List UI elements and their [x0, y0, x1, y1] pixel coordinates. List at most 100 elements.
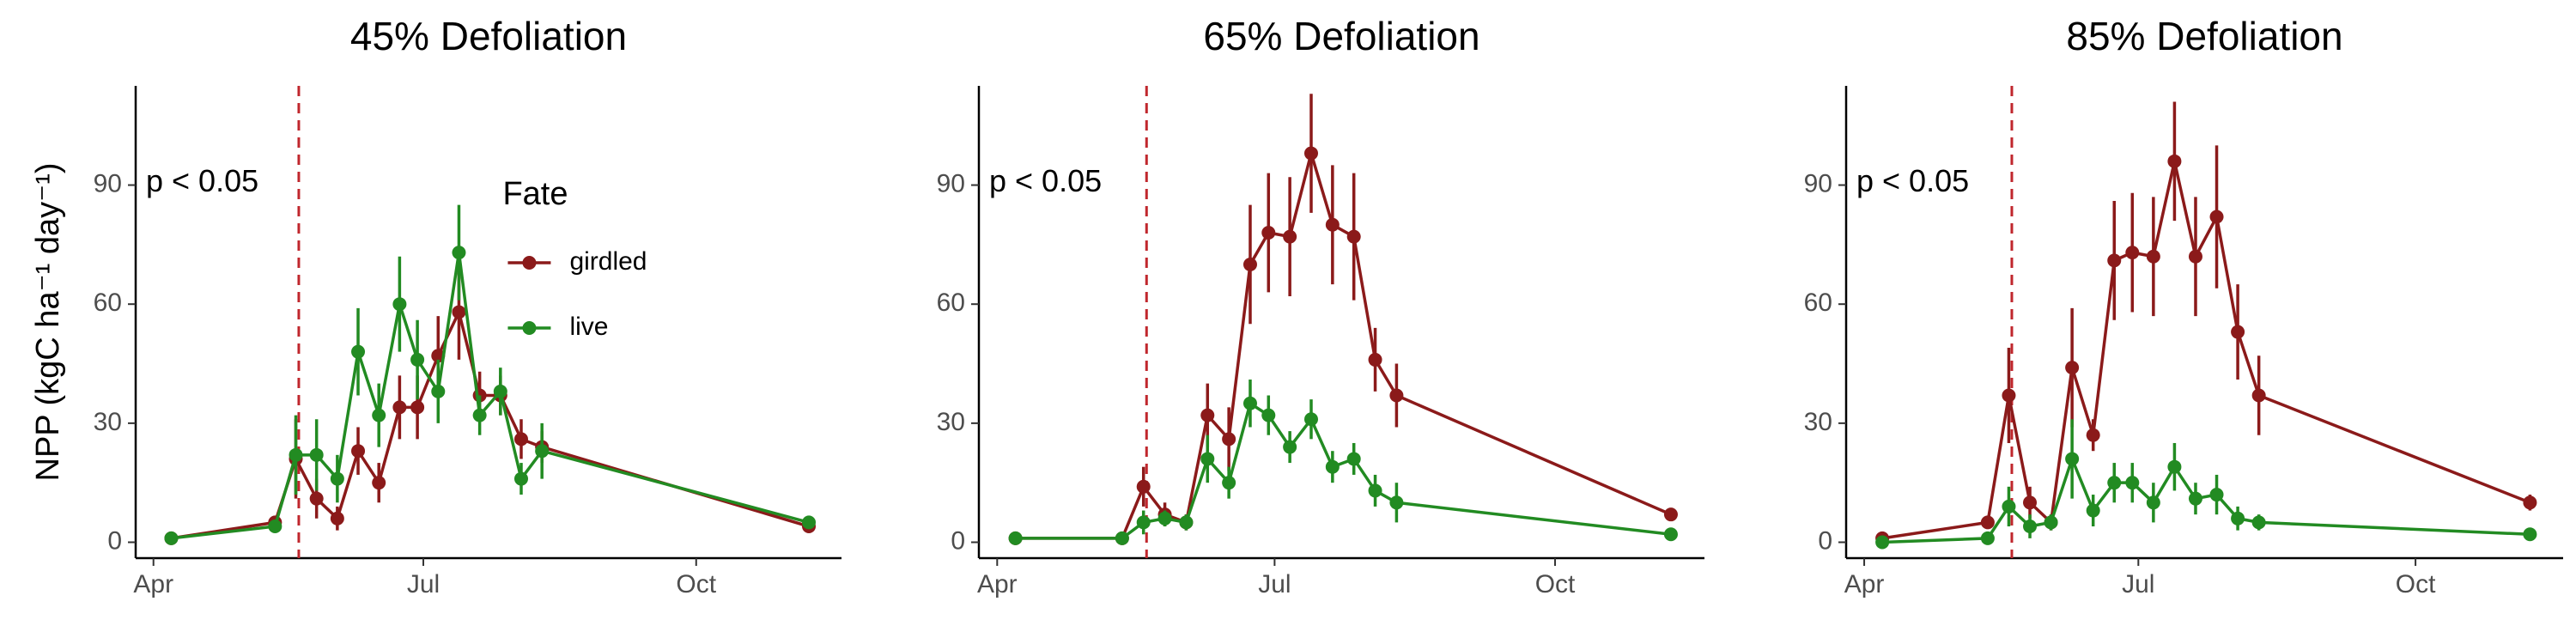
point — [1283, 440, 1297, 454]
y-tick-label: 30 — [937, 408, 965, 436]
series-line — [1015, 400, 1672, 540]
x-tick-label: Jul — [407, 570, 440, 598]
point — [2251, 515, 2266, 530]
point — [2231, 325, 2245, 339]
point — [1115, 531, 1129, 545]
panel-title: 85% Defoliation — [2066, 14, 2342, 58]
x-tick-label: Jul — [2122, 570, 2154, 598]
point — [2125, 476, 2140, 490]
point — [410, 352, 425, 367]
y-tick-label: 0 — [107, 526, 122, 555]
point — [2523, 527, 2537, 542]
point — [2188, 491, 2202, 506]
point — [2167, 459, 2182, 474]
point — [372, 408, 386, 422]
point — [164, 531, 179, 545]
point — [1261, 226, 1276, 240]
point — [2209, 488, 2224, 502]
point — [1346, 229, 1361, 244]
point — [452, 246, 466, 260]
point — [1980, 515, 1995, 530]
point — [431, 384, 446, 398]
point — [2146, 495, 2160, 510]
point — [1303, 412, 1318, 427]
point — [392, 400, 407, 415]
series-line — [1882, 454, 2530, 544]
point — [513, 432, 528, 447]
point — [2065, 452, 2080, 466]
point — [1136, 515, 1151, 530]
point — [1346, 452, 1361, 466]
point — [330, 471, 344, 486]
point — [2251, 388, 2266, 403]
point — [2086, 428, 2100, 442]
series-line — [1881, 161, 2531, 540]
annotation: p < 0.05 — [989, 163, 1102, 198]
legend-label: girdled — [569, 247, 647, 276]
point — [2188, 249, 2202, 264]
point — [351, 444, 366, 459]
point — [2065, 361, 2080, 375]
panel-title: 65% Defoliation — [1203, 14, 1479, 58]
point — [1389, 495, 1404, 510]
x-tick-label: Apr — [133, 570, 173, 598]
annotation: p < 0.05 — [146, 163, 258, 198]
y-tick-label: 90 — [94, 169, 122, 197]
point — [535, 444, 550, 459]
point — [2002, 499, 2016, 513]
point — [2146, 249, 2160, 264]
point — [472, 408, 487, 422]
point — [1389, 388, 1404, 403]
point — [1980, 531, 1995, 545]
x-tick-label: Oct — [1535, 570, 1576, 598]
point — [330, 511, 344, 526]
point — [2231, 511, 2245, 526]
point — [2002, 388, 2016, 403]
point — [802, 515, 817, 530]
point — [1325, 459, 1340, 474]
point — [1663, 527, 1678, 542]
series-line — [1015, 148, 1672, 540]
point — [2523, 495, 2537, 510]
y-tick-label: 30 — [1804, 408, 1832, 436]
annotation: p < 0.05 — [1856, 163, 1969, 198]
point — [1222, 432, 1236, 447]
point — [2023, 495, 2038, 510]
point — [309, 447, 324, 462]
x-tick-label: Jul — [1258, 570, 1291, 598]
point — [1179, 515, 1194, 530]
y-tick-label: 90 — [1804, 169, 1832, 197]
point — [2209, 210, 2224, 224]
point — [493, 384, 507, 398]
point — [2044, 515, 2058, 530]
point — [1200, 408, 1215, 422]
point — [513, 471, 528, 486]
x-tick-label: Oct — [676, 570, 716, 598]
x-tick-label: Apr — [977, 570, 1018, 598]
point — [1222, 476, 1236, 490]
point — [1136, 479, 1151, 494]
series-line — [171, 252, 810, 540]
y-tick-label: 60 — [94, 289, 122, 317]
point — [1303, 146, 1318, 161]
point — [372, 476, 386, 490]
y-tick-label: 60 — [1804, 289, 1832, 317]
point — [410, 400, 425, 415]
point — [2023, 519, 2038, 534]
legend-label: live — [569, 313, 608, 341]
point — [1875, 535, 1890, 550]
point — [1242, 257, 1257, 271]
point — [289, 447, 303, 462]
point — [309, 491, 324, 506]
y-tick-label: 0 — [1818, 526, 1832, 555]
point — [1242, 396, 1257, 410]
point — [1261, 408, 1276, 422]
point — [1200, 452, 1215, 466]
x-tick-label: Oct — [2396, 570, 2436, 598]
point — [2125, 246, 2140, 260]
y-tick-label: 90 — [937, 169, 965, 197]
point — [268, 519, 283, 534]
y-axis-label: NPP (kgC ha⁻¹ day⁻¹) — [30, 163, 66, 482]
y-tick-label: 30 — [94, 408, 122, 436]
y-tick-label: 60 — [937, 289, 965, 317]
